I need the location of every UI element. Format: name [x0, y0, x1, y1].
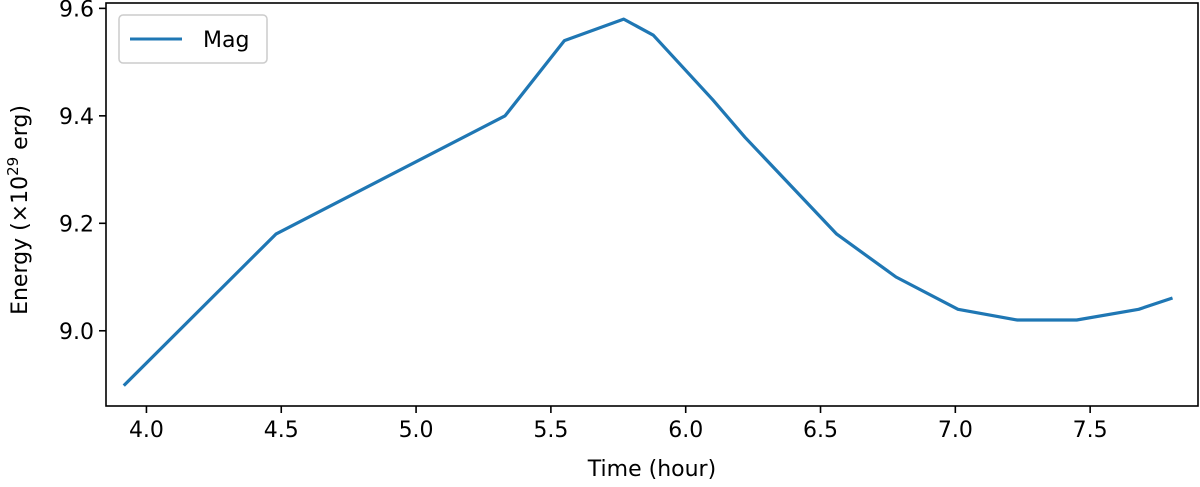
- x-tick-label: 6.5: [803, 418, 838, 443]
- y-axis-title: Energy (×1029 erg): [4, 105, 33, 315]
- y-axis-title-exponent: 29: [4, 157, 22, 176]
- legend: Mag: [118, 14, 268, 64]
- x-tick-label: 6.0: [668, 418, 703, 443]
- y-tick-label: 9.2: [59, 212, 94, 237]
- x-tick-label: 7.0: [938, 418, 973, 443]
- x-tick-label: 4.0: [129, 418, 164, 443]
- y-axis-title-prefix: Energy (×10: [8, 176, 33, 315]
- plot-background: [106, 3, 1198, 406]
- y-axis-ticks: 9.0 9.2 9.4 9.6: [59, 0, 106, 345]
- x-tick-label: 7.5: [1073, 418, 1108, 443]
- series-line-mag: [122, 17, 1174, 387]
- legend-box: [118, 14, 268, 64]
- x-tick-label: 5.0: [399, 418, 434, 443]
- x-axis-title: Time (hour): [587, 457, 716, 482]
- x-tick-label: 5.5: [533, 418, 568, 443]
- plot-frame: [105, 2, 1199, 407]
- x-axis-ticks: 4.0 4.5 5.0 5.5 6.0 6.5 7.0 7.5: [129, 406, 1108, 443]
- y-tick-label: 9.6: [59, 0, 94, 22]
- y-axis-title-suffix: erg): [8, 105, 33, 157]
- x-tick-label: 4.5: [264, 418, 299, 443]
- y-tick-label: 9.4: [59, 105, 94, 130]
- legend-label-mag: Mag: [203, 28, 249, 53]
- y-tick-label: 9.0: [59, 320, 94, 345]
- series-layer: [122, 17, 1174, 387]
